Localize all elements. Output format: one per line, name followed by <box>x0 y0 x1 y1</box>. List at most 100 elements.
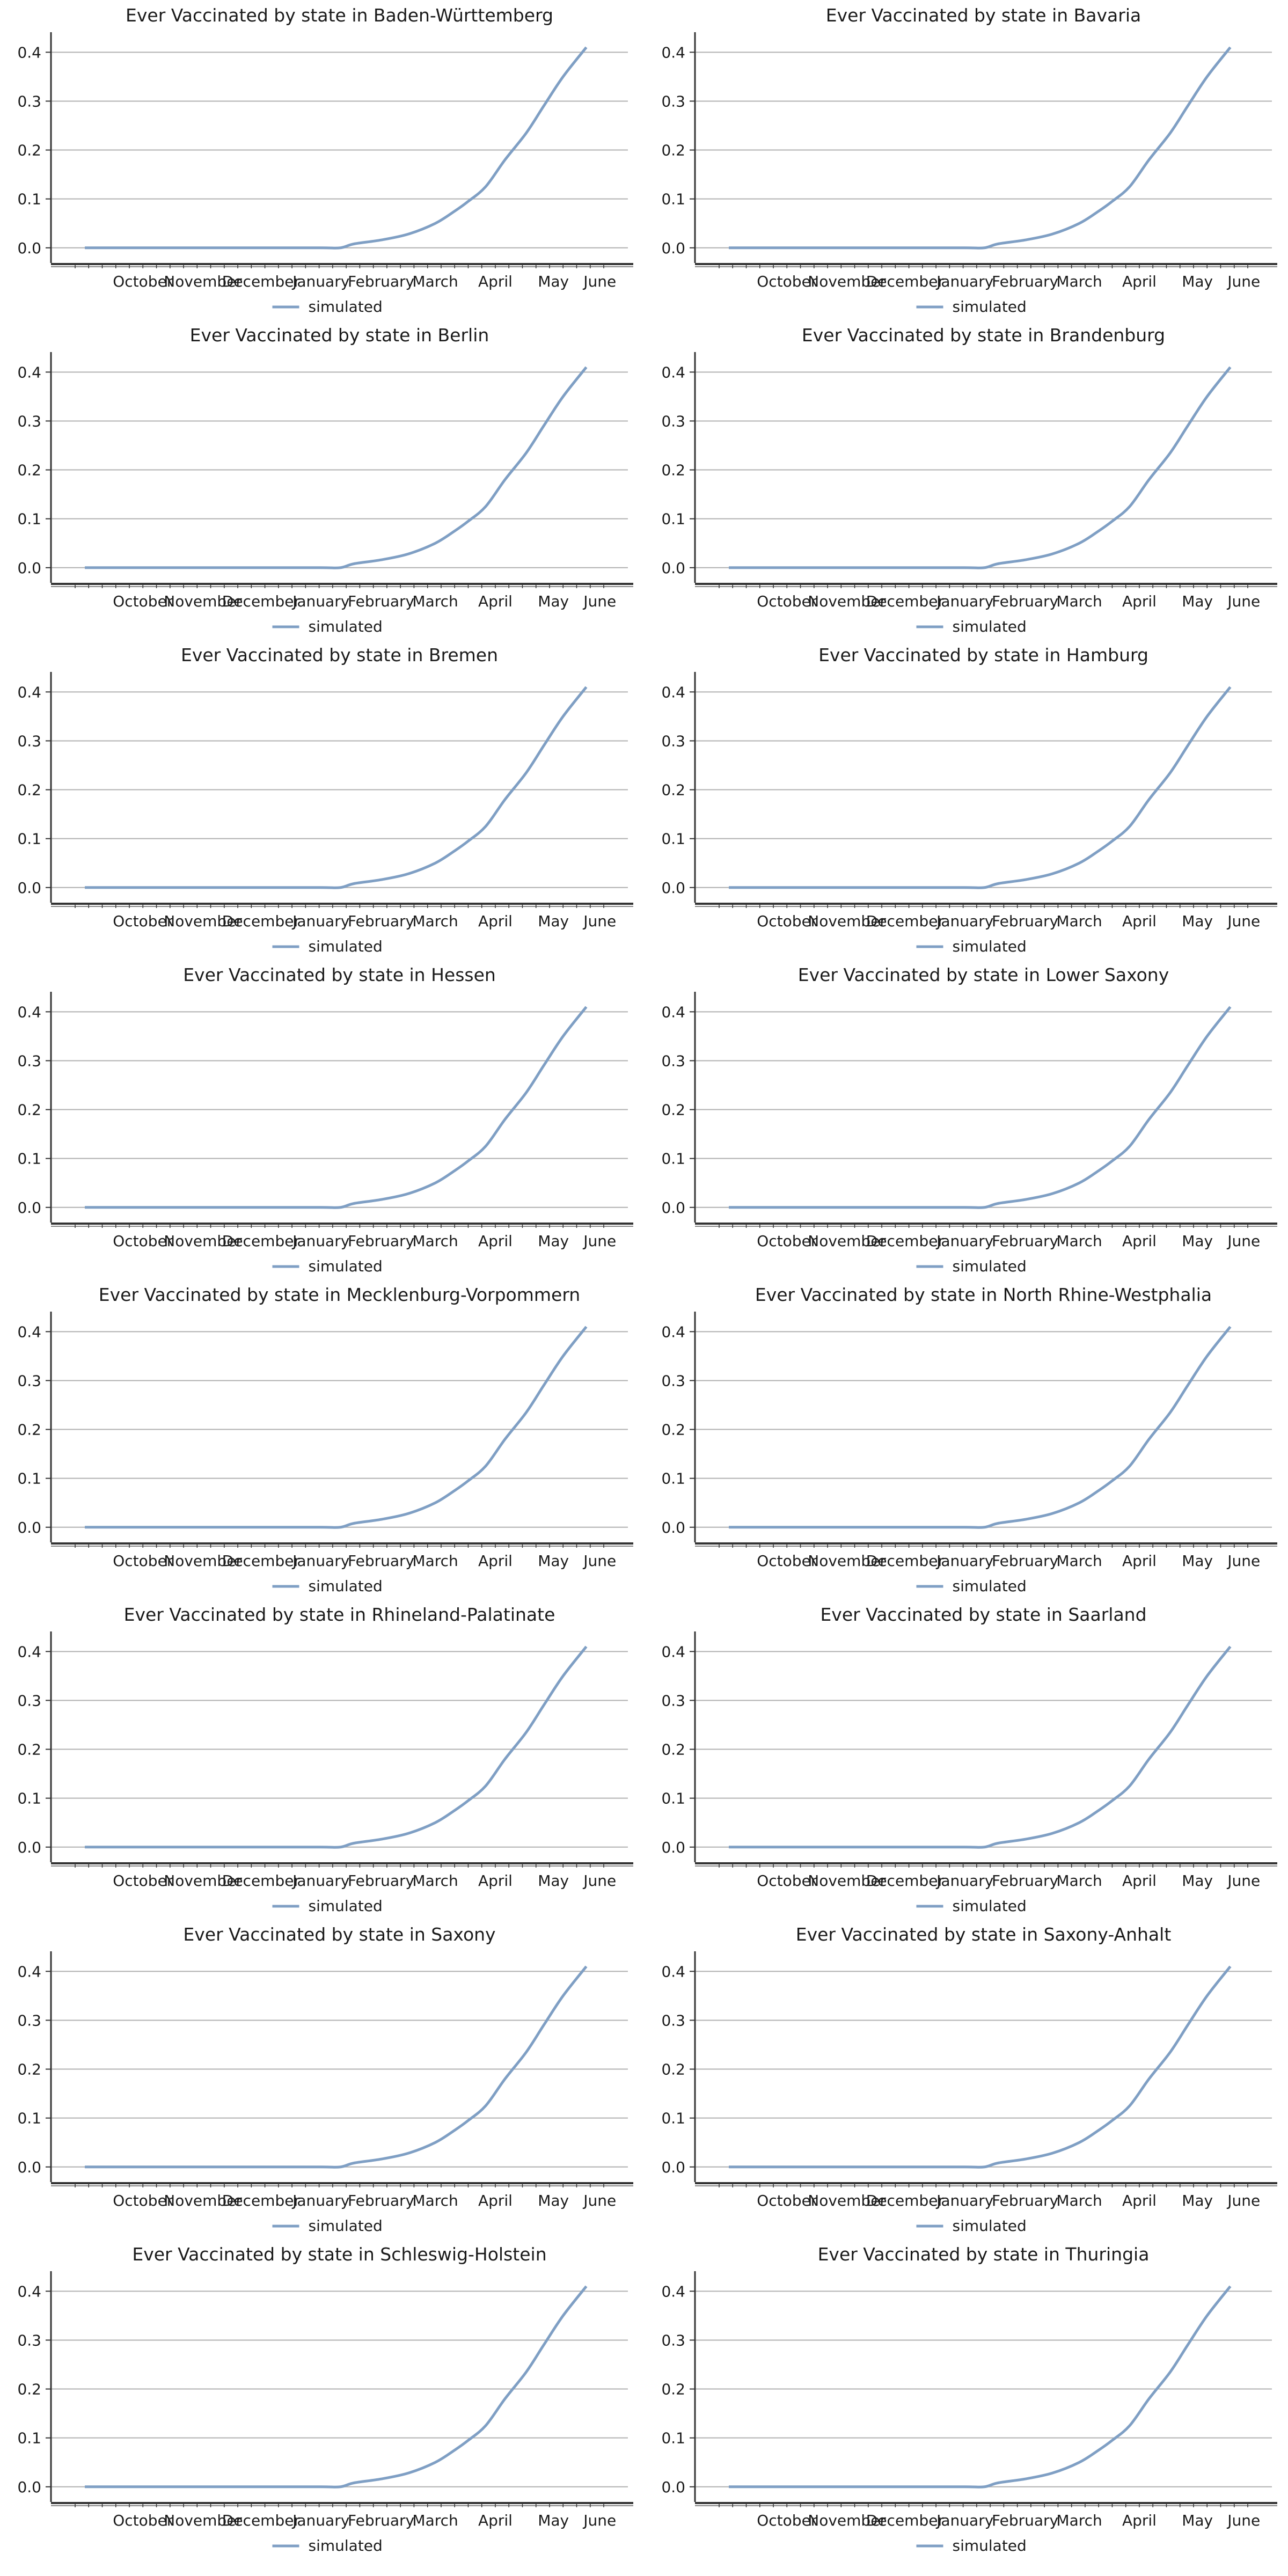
series-line-simulated <box>729 1645 1232 1849</box>
x-tick-label: December <box>222 2512 301 2529</box>
chart-svg: Ever Vaccinated by state in Bremen 0.0 0.1… <box>17 645 633 955</box>
y-tick-label: 0.2 <box>17 2061 41 2079</box>
x-tick-label: October <box>113 2512 173 2529</box>
y-tick-label: 0.4 <box>661 683 685 701</box>
x-tick-label: February <box>348 2192 414 2209</box>
x-tick-label: April <box>1122 912 1157 930</box>
x-tick-label: December <box>866 2512 945 2529</box>
x-tick-label: March <box>1056 273 1102 290</box>
series-line-simulated <box>85 1006 588 1209</box>
y-tick-label: 0.0 <box>661 559 685 577</box>
series-line-simulated <box>85 1645 588 1849</box>
x-tick-label: March <box>1056 2192 1102 2209</box>
series-line-simulated <box>729 46 1232 250</box>
chart-panel: Ever Vaccinated by state in Schleswig-Ho… <box>0 2239 633 2559</box>
y-tick-label: 0.0 <box>661 2478 685 2496</box>
x-tick-label: January <box>935 912 993 930</box>
chart-svg: Ever Vaccinated by state in Mecklenburg-… <box>17 1284 633 1595</box>
x-tick-label: April <box>1122 1872 1157 1890</box>
y-tick-label: 0.0 <box>17 559 41 577</box>
y-tick-label: 0.4 <box>17 43 41 61</box>
chart-title: Ever Vaccinated by state in Saarland <box>820 1604 1146 1625</box>
legend-label: simulated <box>953 938 1027 955</box>
x-tick-label: January <box>935 1552 993 1570</box>
chart-title: Ever Vaccinated by state in Saxony <box>183 1924 495 1945</box>
y-tick-label: 0.1 <box>661 510 685 528</box>
x-tick-label: October <box>113 1232 173 1250</box>
x-tick-label: June <box>1226 592 1260 610</box>
x-tick-label: January <box>291 1232 349 1250</box>
x-tick-label: January <box>291 592 349 610</box>
x-tick-label: March <box>1056 1232 1102 1250</box>
y-tick-label: 0.3 <box>17 2331 41 2349</box>
chart-title: Ever Vaccinated by state in Lower Saxony <box>798 964 1169 985</box>
x-tick-label: January <box>935 273 993 290</box>
x-tick-label: October <box>113 1552 173 1570</box>
x-tick-label: April <box>1122 1232 1157 1250</box>
y-tick-label: 0.2 <box>661 1101 685 1119</box>
y-tick-label: 0.4 <box>17 1643 41 1660</box>
x-tick-label: November <box>164 912 242 930</box>
x-tick-label: February <box>348 912 414 930</box>
chart-title: Ever Vaccinated by state in Brandenburg <box>802 325 1165 346</box>
x-tick-label: May <box>1182 912 1213 930</box>
series-line-simulated <box>85 1965 588 2169</box>
series-line-simulated <box>85 1326 588 1529</box>
x-tick-label: May <box>538 2512 569 2529</box>
x-tick-label: January <box>291 1872 349 1890</box>
chart-title: Ever Vaccinated by state in Hessen <box>183 964 496 985</box>
chart-svg: Ever Vaccinated by state in Hamburg 0.0 0.… <box>661 645 1277 955</box>
legend-label: simulated <box>309 2537 383 2555</box>
x-tick-label: December <box>222 1232 301 1250</box>
legend-label: simulated <box>953 298 1027 316</box>
x-tick-label: December <box>222 1872 301 1890</box>
x-tick-label: April <box>1122 1552 1157 1570</box>
y-tick-label: 0.4 <box>17 683 41 701</box>
y-tick-label: 0.1 <box>17 1470 41 1488</box>
x-tick-label: March <box>412 592 458 610</box>
legend-label: simulated <box>953 2217 1027 2235</box>
chart-svg: Ever Vaccinated by state in Berlin 0.0 0.1… <box>17 325 633 635</box>
x-tick-label: June <box>1226 2512 1260 2529</box>
y-tick-label: 0.1 <box>17 2429 41 2447</box>
chart-svg: Ever Vaccinated by state in Rhineland-Pa… <box>17 1604 633 1915</box>
x-tick-label: February <box>992 1552 1058 1570</box>
y-tick-label: 0.2 <box>17 142 41 159</box>
x-tick-label: November <box>164 2512 242 2529</box>
x-tick-label: February <box>992 2192 1058 2209</box>
y-tick-label: 0.4 <box>661 1323 685 1341</box>
x-tick-label: November <box>164 1232 242 1250</box>
y-tick-label: 0.3 <box>661 1052 685 1070</box>
x-tick-label: December <box>866 592 945 610</box>
x-tick-label: June <box>582 2512 616 2529</box>
y-tick-label: 0.4 <box>661 1643 685 1660</box>
x-tick-label: November <box>164 2192 242 2209</box>
x-tick-label: November <box>808 2192 886 2209</box>
x-tick-label: April <box>1122 2192 1157 2209</box>
x-tick-label: January <box>935 1232 993 1250</box>
x-tick-label: March <box>412 912 458 930</box>
y-tick-label: 0.0 <box>661 239 685 257</box>
chart-panel: Ever Vaccinated by state in Bavaria 0.0 0.… <box>644 0 1277 320</box>
chart-panel: Ever Vaccinated by state in Bremen 0.0 0.1… <box>0 640 633 960</box>
y-tick-label: 0.4 <box>17 1963 41 1980</box>
x-tick-label: February <box>348 1552 414 1570</box>
x-tick-label: June <box>582 592 616 610</box>
series-line-simulated <box>729 1326 1232 1529</box>
y-tick-label: 0.1 <box>17 510 41 528</box>
y-tick-label: 0.4 <box>17 1323 41 1341</box>
y-tick-label: 0.2 <box>661 1421 685 1439</box>
x-tick-label: November <box>808 273 886 290</box>
x-tick-label: May <box>1182 1872 1213 1890</box>
chart-svg: Ever Vaccinated by state in Bavaria 0.0 0.… <box>661 5 1277 316</box>
y-tick-label: 0.1 <box>661 830 685 848</box>
y-tick-label: 0.4 <box>661 363 685 381</box>
x-tick-label: November <box>808 592 886 610</box>
legend-label: simulated <box>953 2537 1027 2555</box>
y-tick-label: 0.0 <box>17 1519 41 1536</box>
x-tick-label: June <box>1226 1232 1260 1250</box>
x-tick-label: May <box>1182 1232 1213 1250</box>
x-tick-label: June <box>1226 912 1260 930</box>
x-tick-label: April <box>478 2512 513 2529</box>
chart-svg: Ever Vaccinated by state in Hessen 0.0 0.1… <box>17 964 633 1275</box>
